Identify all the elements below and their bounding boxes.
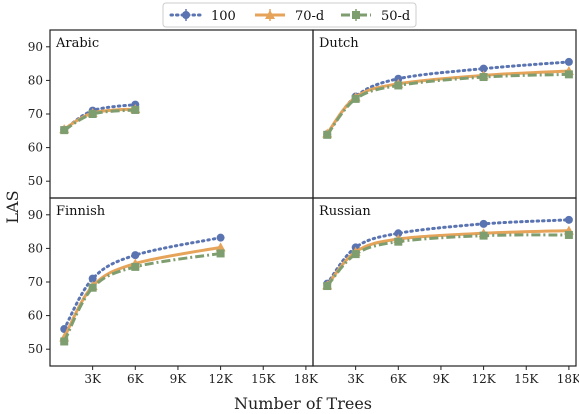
panel-frame — [49, 197, 314, 367]
legend-box — [162, 2, 417, 28]
legend-marker — [182, 11, 190, 19]
data-point-50-d — [131, 262, 140, 271]
legend-marker — [265, 10, 275, 19]
y-tick-label: 50 — [28, 174, 43, 188]
data-point-100 — [394, 74, 403, 83]
data-point-50-d — [394, 237, 403, 246]
data-point-50-d — [60, 126, 69, 135]
panel-title: Arabic — [55, 36, 99, 51]
y-tick-label: 90 — [28, 40, 43, 54]
data-point-100 — [564, 57, 573, 66]
data-point-50-d — [60, 337, 69, 346]
x-tick-label: 18K — [294, 372, 319, 386]
y-tick-label: 60 — [28, 309, 43, 323]
y-axis-label: LAS — [3, 190, 22, 223]
x-tick-label: 3K — [84, 372, 102, 386]
panel-finnish: Finnish 50 60 70 80 90 3K 6K 9K 12K 15K 18K — [28, 197, 319, 386]
series-line-100 — [325, 218, 571, 286]
series-line-70-d — [62, 245, 221, 339]
x-tick-label: 9K — [433, 372, 451, 386]
legend-item-100: 100 — [169, 9, 236, 24]
legend: 100 70-d 50-d — [162, 2, 417, 28]
data-point-100 — [479, 219, 488, 228]
y-tick-label: 90 — [28, 208, 43, 222]
y-tick-label: 80 — [28, 241, 43, 255]
data-point-50-d — [131, 105, 140, 114]
data-point-50-d — [564, 70, 573, 79]
x-tick-label: 18K — [557, 372, 579, 386]
data-point-50-d — [479, 73, 488, 82]
data-point-100 — [131, 251, 140, 260]
panels: Arabic 50 60 70 80 90 Dutch Finnish 50 60 70 80 90 3K… — [28, 29, 579, 386]
x-tick-label: 6K — [127, 372, 145, 386]
series-line-50-d — [326, 233, 569, 288]
data-point-50-d — [88, 283, 97, 292]
data-point-100 — [479, 64, 488, 73]
panel-frame — [312, 197, 577, 367]
data-point-50-d — [216, 249, 225, 258]
legend-marker — [352, 11, 360, 19]
y-tick-label: 60 — [28, 141, 43, 155]
data-point-50-d — [394, 81, 403, 90]
y-tick-label: 70 — [28, 107, 43, 121]
data-point-70-d — [215, 242, 226, 252]
y-tick-label: 80 — [28, 73, 43, 87]
x-tick-label: 3K — [347, 372, 365, 386]
x-tick-label: 9K — [170, 372, 188, 386]
panel-title: Dutch — [319, 36, 359, 51]
legend-label: 100 — [211, 9, 236, 24]
x-tick-label: 15K — [514, 372, 539, 386]
x-tick-label: 12K — [471, 372, 496, 386]
panel-title: Finnish — [56, 204, 106, 219]
x-tick-label: 12K — [208, 372, 233, 386]
data-point-100 — [216, 233, 225, 242]
x-axis-label: Number of Trees — [234, 394, 372, 413]
legend-item-70-d: 70-d — [255, 9, 324, 24]
y-tick-label: 70 — [28, 275, 43, 289]
panel-arabic: Arabic 50 60 70 80 90 — [28, 29, 314, 199]
series-line-50-d — [62, 251, 221, 343]
data-point-50-d — [88, 110, 97, 118]
data-point-50-d — [564, 230, 573, 239]
data-point-100 — [88, 274, 97, 283]
panel-dutch: Dutch — [312, 29, 577, 199]
data-point-50-d — [323, 130, 332, 139]
series-line-100 — [325, 60, 571, 136]
legend-label: 50-d — [381, 9, 410, 24]
panel-title: Russian — [319, 204, 371, 219]
data-point-100 — [564, 215, 573, 224]
panel-frame — [312, 29, 577, 199]
series-line-50-d — [326, 72, 569, 136]
y-tick-label: 50 — [28, 342, 43, 356]
data-point-50-d — [351, 94, 360, 103]
data-point-50-d — [323, 282, 332, 291]
x-tick-label: 15K — [251, 372, 276, 386]
panel-russian: Russian 3K 6K 9K 12K 15K 18K — [312, 197, 579, 386]
series-line-50-d — [63, 108, 136, 132]
legend-label: 70-d — [295, 9, 324, 24]
series-line-100 — [62, 236, 223, 331]
data-point-50-d — [351, 250, 360, 259]
x-tick-label: 6K — [390, 372, 408, 386]
data-point-100 — [394, 229, 403, 238]
data-point-50-d — [479, 231, 488, 240]
legend-item-50-d: 50-d — [341, 9, 410, 24]
